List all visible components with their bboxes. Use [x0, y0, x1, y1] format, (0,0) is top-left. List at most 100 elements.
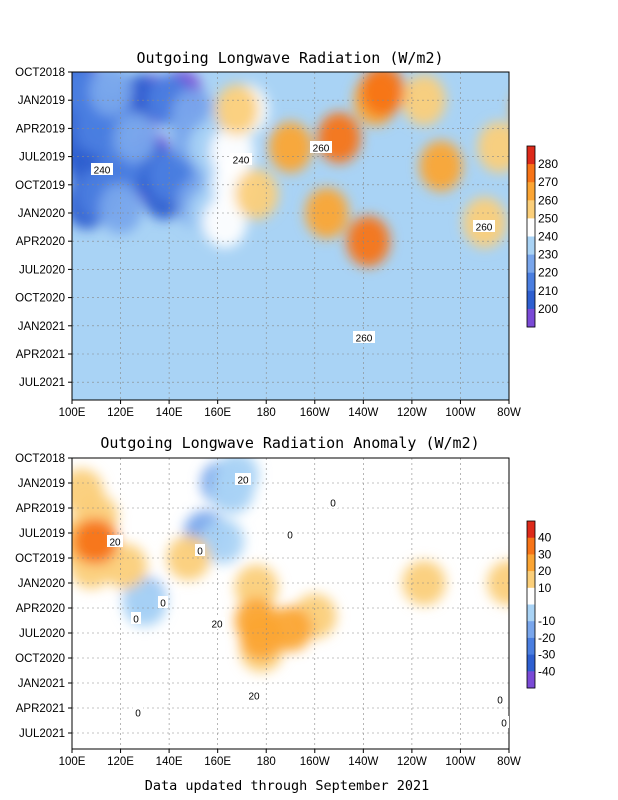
olr-anomaly-contour-label-5: 0 — [133, 615, 139, 626]
olr-anomaly-colorbar-swatch-5 — [527, 587, 535, 605]
olr-anomaly-ytick-label-5: JAN2020 — [18, 578, 65, 590]
olr-colorbar-tick-2: 220 — [538, 266, 558, 280]
olr-colorbar-swatch-2 — [527, 272, 535, 292]
olr-anomaly-ytick-label-9: JAN2021 — [18, 678, 65, 690]
olr-plot-frame — [71, 71, 510, 401]
olr-colorbar-swatch-1 — [527, 290, 535, 310]
olr-anomaly-xtick-label-9: 80W — [497, 756, 521, 768]
olr-anomaly-contour-label-bg-10 — [495, 693, 505, 705]
olr-ytick-label-1: JAN2019 — [18, 95, 65, 107]
olr-region-level-6-1 — [234, 168, 279, 220]
olr-anomaly-colorbar-swatch-4 — [527, 604, 535, 622]
olr-anomaly-ytick-label-3: JUL2019 — [19, 528, 65, 540]
olr-anomaly-x-axis: 100E 120E 140E 160E 180 160W 140W 120W 100W 80W — [59, 749, 521, 768]
olr-anomaly-contour-label-9: 20 — [248, 692, 260, 703]
olr-ytick-label-8: OCT2020 — [15, 293, 65, 305]
olr-anomaly-ytick-label-10: APR2021 — [16, 703, 65, 715]
olr-anomaly-region-level-6-8 — [402, 560, 446, 606]
olr-anomaly-plot-frame — [71, 457, 510, 750]
olr-colorbar-tick-3: 230 — [538, 248, 558, 262]
olr-anomaly-contour-label-bg-5 — [131, 612, 141, 624]
olr-anomaly-xtick-label-8: 100W — [445, 756, 475, 768]
olr-anomaly-colorbar-tick-7: 40 — [538, 531, 552, 545]
olr-anomaly-ytick-label-0: OCT2018 — [15, 453, 65, 465]
olr-panel: Outgoing Longwave Radiation (W/m2) OCT20… — [15, 49, 558, 419]
olr-anomaly-contour-label-bg-0 — [107, 535, 123, 547]
olr-anomaly-colorbar-swatch-1 — [527, 654, 535, 672]
olr-anomaly-contour-label-bg-1 — [235, 473, 251, 485]
olr-region-level-3-0 — [89, 72, 133, 117]
olr-colorbar-tick-1: 210 — [538, 284, 558, 298]
olr-region-level-6-3 — [477, 121, 509, 173]
olr-anomaly-colorbar-swatch-7 — [527, 554, 535, 572]
olr-ytick-label-5: JAN2020 — [18, 208, 65, 220]
olr-anomaly-region-level-4-1 — [200, 518, 245, 564]
olr-anomaly-contour-labels: 20 20 0 0 0 0 0 0 20 20 0 0 — [107, 473, 509, 730]
olr-y-axis: OCT2018 JAN2019 APR2019 JUL2019 OCT2019 JAN20… — [15, 67, 72, 389]
olr-color-field — [72, 72, 509, 400]
olr-anomaly-ytick-label-4: OCT2019 — [15, 553, 65, 565]
olr-x-axis: 100E 120E 140E 160E 180 160W 140W 120W 100W 80W — [59, 400, 521, 419]
olr-anomaly-contour-label-10: 0 — [497, 696, 503, 707]
olr-anomaly-contour-label-bg-2 — [195, 544, 205, 556]
olr-colorbar-swatch-0 — [527, 308, 535, 328]
olr-anomaly-ytick-label-2: APR2019 — [16, 503, 65, 515]
olr-contour-label-bg-1 — [230, 153, 252, 165]
olr-ytick-label-11: JUL2021 — [19, 377, 65, 389]
olr-anomaly-contour-label-bg-7 — [133, 706, 143, 718]
olr-anomaly-ytick-label-7: JUL2020 — [19, 628, 65, 640]
olr-anomaly-colorbar-frame — [526, 520, 536, 689]
olr-xtick-label-6: 140W — [348, 407, 378, 419]
olr-anomaly-region-level-6-6 — [234, 564, 279, 610]
olr-contour-label-4: 260 — [356, 334, 373, 345]
olr-anomaly-contour-label-7: 0 — [135, 709, 141, 720]
olr-xtick-label-8: 100W — [445, 407, 475, 419]
olr-ytick-label-9: JAN2021 — [18, 321, 65, 333]
olr-contour-labels: 240 240 260 260 260 — [91, 141, 495, 345]
olr-region-level-7-2 — [305, 187, 349, 239]
olr-xtick-label-0: 100E — [59, 407, 86, 419]
olr-anomaly-contour-label-bg-3 — [285, 528, 295, 540]
olr-anomaly-colorbar-swatch-0 — [527, 671, 535, 689]
olr-ytick-label-0: OCT2018 — [15, 67, 65, 79]
olr-anomaly-colorbar: -40 -30 -20 -10 10 20 30 40 — [526, 520, 556, 689]
olr-contour-label-1: 240 — [233, 156, 250, 167]
olr-contour-label-bg-0 — [91, 163, 113, 175]
olr-region-level-3-1 — [113, 112, 157, 164]
olr-colorbar: 200 210 220 230 240 250 260 270 280 — [526, 145, 558, 328]
olr-anomaly-colorbar-tick-6: 30 — [538, 547, 552, 561]
olr-ytick-label-6: APR2020 — [16, 236, 65, 248]
olr-colorbar-tick-0: 200 — [538, 302, 558, 316]
olr-anomaly-contour-label-0: 20 — [109, 538, 121, 549]
olr-colorbar-swatch-4 — [527, 236, 535, 255]
olr-ytick-label-10: APR2021 — [16, 349, 65, 361]
olr-anomaly-contour-label-bg-4 — [328, 496, 338, 508]
olr-colorbar-tick-4: 240 — [538, 230, 558, 244]
olr-anomaly-contour-label-3: 0 — [287, 531, 293, 542]
olr-anomaly-colorbar-swatch-9 — [527, 521, 535, 539]
olr-xtick-label-3: 160E — [204, 407, 231, 419]
olr-anomaly-panel: Outgoing Longwave Radiation Anomaly (W/m… — [15, 434, 556, 768]
olr-xtick-label-9: 80W — [497, 407, 521, 419]
olr-colorbar-swatch-7 — [527, 182, 535, 201]
olr-anomaly-colorbar-tick-4: 10 — [538, 581, 552, 595]
olr-contour-label-bg-3 — [473, 220, 495, 232]
olr-anomaly-region-level-7-3 — [239, 614, 284, 660]
olr-anomaly-contour-label-bg-11 — [499, 716, 509, 728]
olr-colorbar-swatch-8 — [527, 164, 535, 183]
olr-anomaly-color-field — [72, 458, 509, 749]
olr-contour-label-2: 260 — [313, 144, 330, 155]
olr-contour-label-bg-2 — [310, 141, 332, 153]
olr-xtick-label-5: 160W — [300, 407, 330, 419]
olr-anomaly-colorbar-swatch-2 — [527, 637, 535, 655]
olr-xtick-label-2: 140E — [156, 407, 183, 419]
olr-region-level-6-0 — [215, 84, 259, 135]
olr-colorbar-tick-6: 260 — [538, 193, 558, 207]
olr-colorbar-swatch-3 — [527, 254, 535, 274]
olr-region-level-7-3 — [419, 140, 463, 192]
olr-anomaly-contour-label-2: 0 — [197, 547, 203, 558]
olr-anomaly-ytick-label-11: JUL2021 — [19, 728, 65, 740]
olr-anomaly-xtick-label-7: 120W — [397, 756, 427, 768]
olr-anomaly-colorbar-tick-1: -30 — [538, 648, 556, 662]
